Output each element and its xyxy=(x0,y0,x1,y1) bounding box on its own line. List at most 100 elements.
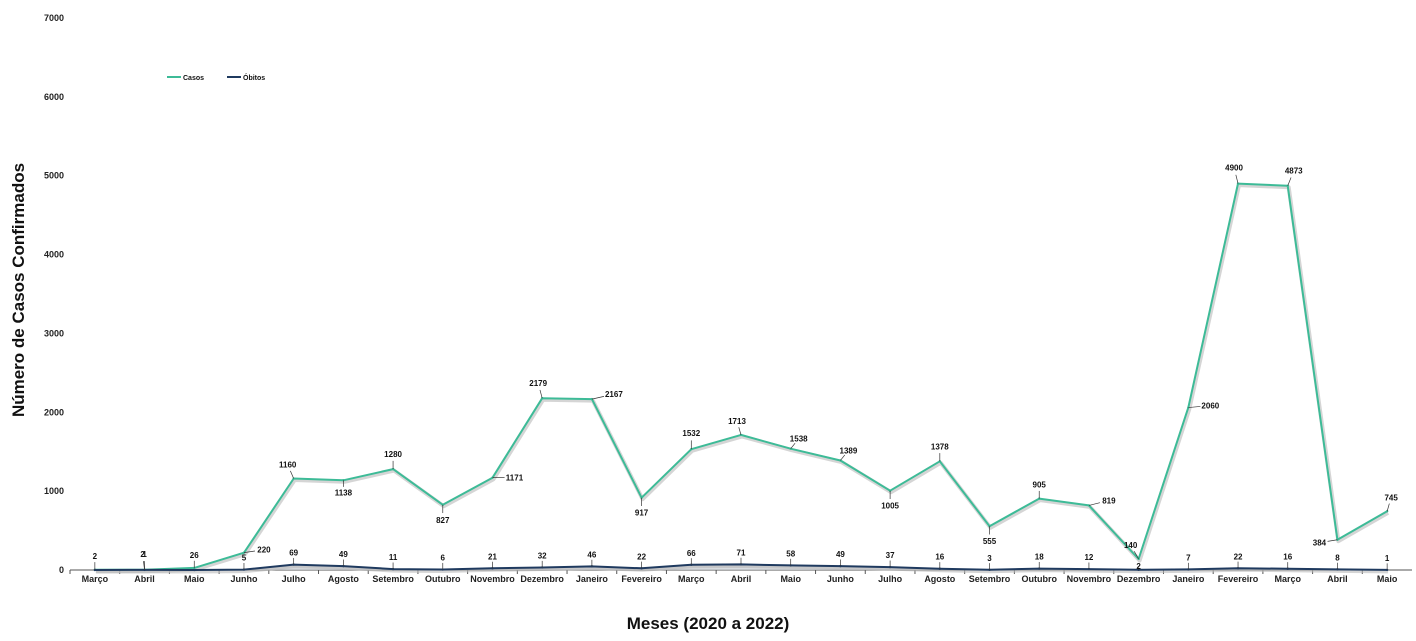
data-label-leader xyxy=(1188,406,1201,408)
data-label-obitos: 32 xyxy=(538,551,547,560)
data-label-casos: 2 xyxy=(93,552,98,561)
data-label-casos: 1005 xyxy=(881,502,899,511)
data-label-casos: 384 xyxy=(1313,539,1327,548)
x-tick-label: Fevereiro xyxy=(1218,574,1259,584)
data-label-obitos: 22 xyxy=(1234,552,1243,561)
data-label-obitos: 71 xyxy=(737,548,746,557)
series-shadow xyxy=(95,183,1390,574)
data-label-casos: 26 xyxy=(190,551,199,560)
x-tick-label: Maio xyxy=(184,574,205,584)
data-label-obitos: 16 xyxy=(935,553,944,562)
data-label-obitos: 49 xyxy=(339,550,348,559)
data-point xyxy=(491,476,494,479)
x-tick-label: Maio xyxy=(1377,574,1398,584)
data-label-obitos: 6 xyxy=(441,554,446,563)
x-tick-label: Abril xyxy=(731,574,752,584)
data-labels-layer: 2 2 26220116011381280827117121792167917153… xyxy=(93,164,1399,571)
data-label-leader xyxy=(790,442,796,449)
data-label-casos: 1171 xyxy=(506,474,524,483)
x-tick-label: Janeiro xyxy=(1172,574,1205,584)
data-label-leader xyxy=(539,389,543,399)
data-label-leader xyxy=(1287,177,1292,186)
legend: Casos Óbitos xyxy=(167,73,265,82)
data-label-leader xyxy=(1235,174,1239,184)
data-label-leader xyxy=(1133,551,1139,560)
data-label-casos: 745 xyxy=(1384,493,1398,502)
x-tick-label: Dezembro xyxy=(1117,574,1161,584)
data-label-obitos: 1 xyxy=(142,550,147,559)
y-tick-label: 1000 xyxy=(44,486,64,496)
data-label-leader xyxy=(243,550,256,553)
series-shadow xyxy=(95,563,1389,574)
data-label-casos: 2060 xyxy=(1201,402,1219,411)
legend-label-obitos: Óbitos xyxy=(243,73,265,82)
x-tick-label: Outubro xyxy=(425,574,461,584)
data-label-leader xyxy=(840,454,846,461)
x-tick-label: Agosto xyxy=(924,574,955,584)
data-label-casos: 1378 xyxy=(931,442,949,451)
data-label-casos: 819 xyxy=(1102,496,1116,505)
x-tick-label: Novembro xyxy=(470,574,515,584)
data-label-casos: 2167 xyxy=(605,390,623,399)
data-label-casos: 220 xyxy=(257,546,271,555)
data-label-obitos: 2 xyxy=(1136,562,1141,571)
data-label-casos: 2179 xyxy=(529,379,547,388)
data-label-obitos: 16 xyxy=(1283,553,1292,562)
data-label-casos: 140 xyxy=(1124,541,1138,550)
data-point xyxy=(1336,538,1339,541)
x-axis-title: Meses (2020 a 2022) xyxy=(627,614,790,633)
data-label-obitos: 21 xyxy=(488,552,497,561)
data-label-casos: 1160 xyxy=(279,461,297,470)
data-label-obitos: 12 xyxy=(1084,553,1093,562)
data-label-obitos: 1 xyxy=(1385,554,1390,563)
y-tick-label: 6000 xyxy=(44,92,64,102)
data-point xyxy=(193,568,196,572)
x-axis-ticks: Março Abril Maio Junho Julho Agosto Setembro Ou… xyxy=(69,570,1398,584)
x-tick-label: Maio xyxy=(780,574,801,584)
data-label-obitos: 8 xyxy=(1335,553,1340,562)
y-axis-title-group: Número de Casos Confirmados xyxy=(9,163,28,417)
y-axis-title: Número de Casos Confirmados xyxy=(9,163,28,417)
data-label-casos: 555 xyxy=(983,537,997,546)
data-label-obitos: 5 xyxy=(242,554,247,563)
data-label-casos: 1138 xyxy=(335,488,353,497)
x-tick-label: Abril xyxy=(1327,574,1348,584)
data-label-casos: 4900 xyxy=(1225,164,1243,173)
data-label-obitos: 58 xyxy=(786,549,795,558)
data-label-obitos: 18 xyxy=(1035,553,1044,562)
y-tick-label: 4000 xyxy=(44,250,64,260)
data-label-leader xyxy=(290,470,294,479)
data-label-obitos: 7 xyxy=(1186,553,1191,562)
data-label-obitos: 46 xyxy=(587,550,596,559)
data-label-obitos: 3 xyxy=(987,554,992,563)
x-tick-label: Outubro xyxy=(1021,574,1057,584)
data-label-leader xyxy=(1386,503,1390,512)
x-tick-label: Junho xyxy=(827,574,854,584)
data-label-obitos: 11 xyxy=(389,553,398,562)
data-label-casos: 1532 xyxy=(682,429,700,438)
x-tick-label: Fevereiro xyxy=(621,574,662,584)
y-tick-label: 2000 xyxy=(44,407,64,417)
y-tick-label: 5000 xyxy=(44,171,64,181)
x-tick-label: Julho xyxy=(878,574,903,584)
x-tick-label: Julho xyxy=(282,574,307,584)
data-label-casos: 2 xyxy=(140,550,145,559)
x-tick-label: Setembro xyxy=(372,574,414,584)
data-label-casos: 827 xyxy=(436,516,450,525)
x-tick-label: Setembro xyxy=(969,574,1011,584)
data-label-obitos: 22 xyxy=(637,552,646,561)
data-label-leader xyxy=(1088,502,1101,506)
data-point xyxy=(888,489,892,492)
data-label-casos: 4873 xyxy=(1285,167,1303,176)
y-tick-label: 3000 xyxy=(44,328,64,338)
data-label-obitos: 37 xyxy=(886,551,895,560)
data-label-obitos: 69 xyxy=(289,549,298,558)
data-label-casos: 917 xyxy=(635,509,649,518)
x-tick-label: Março xyxy=(1274,574,1301,584)
x-tick-label: Abril xyxy=(134,574,155,584)
data-label-leader xyxy=(1327,539,1338,542)
x-tick-label: Dezembro xyxy=(520,574,564,584)
x-tick-label: Março xyxy=(678,574,705,584)
series-layer xyxy=(93,182,1390,574)
data-label-casos: 1713 xyxy=(728,417,746,426)
